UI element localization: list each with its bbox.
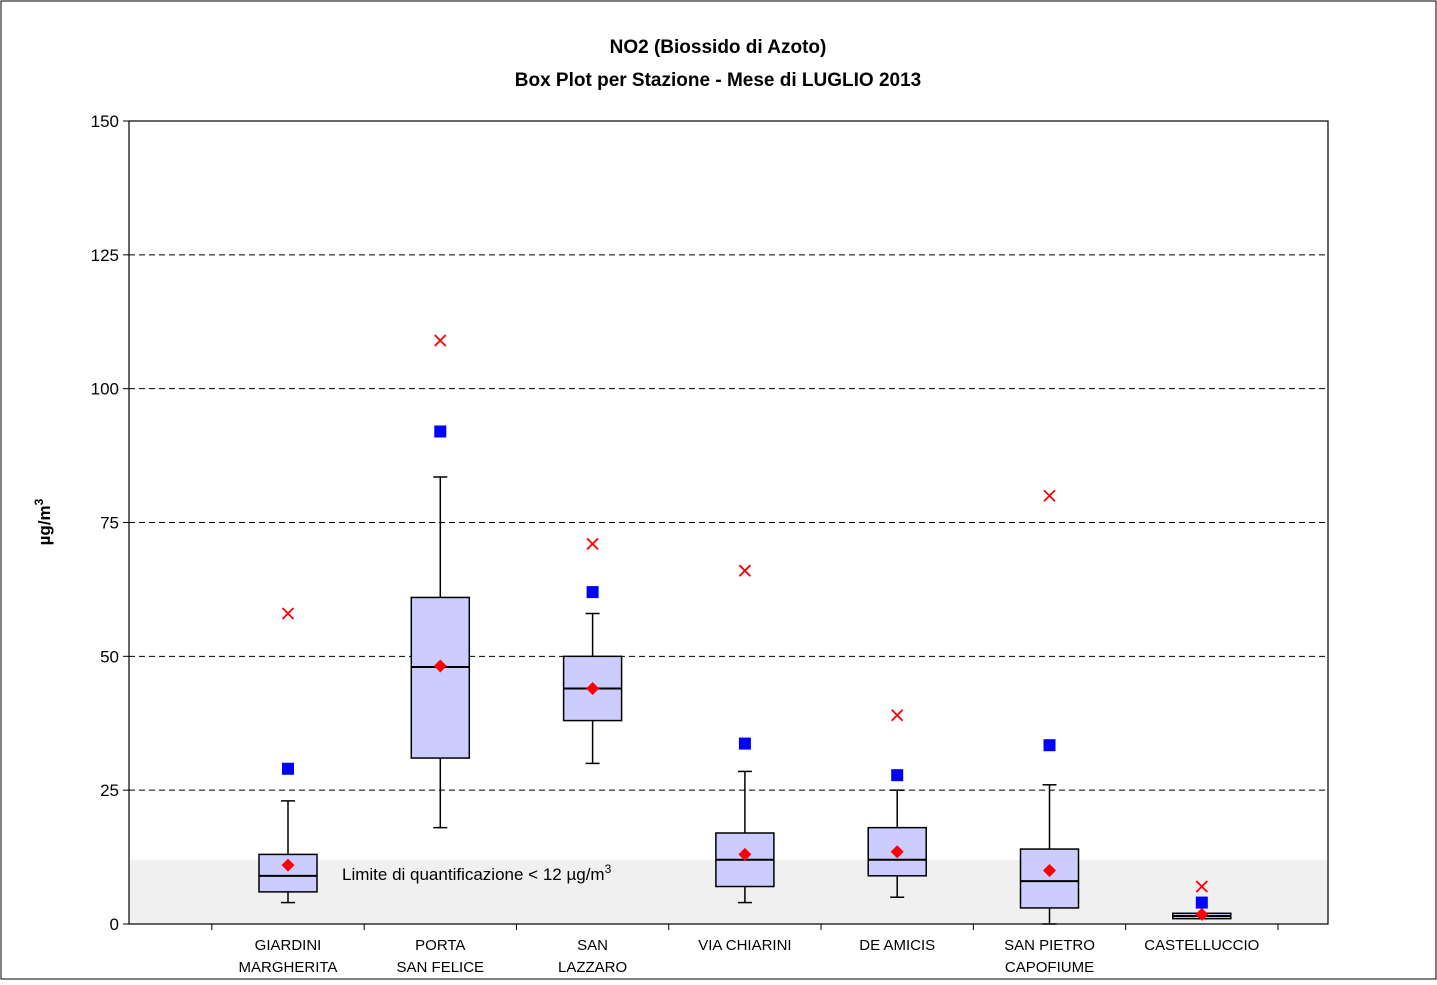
x-tick-label: SAN PIETRO <box>1004 937 1095 954</box>
station-box-5 <box>867 709 927 898</box>
station-box-4 <box>715 564 775 904</box>
iqr-box <box>410 596 471 759</box>
max-marker <box>281 607 295 620</box>
p98-marker <box>282 762 294 775</box>
y-tick-label: 125 <box>91 246 119 265</box>
x-tick-label: MARGHERITA <box>239 959 338 976</box>
y-tick-label: 0 <box>110 915 119 934</box>
max-marker <box>586 537 599 551</box>
station-box-3 <box>562 537 623 765</box>
mean-marker <box>586 681 600 695</box>
x-tick-label: SAN FELICE <box>397 959 485 976</box>
x-tick-label: SAN <box>577 937 608 954</box>
x-tick-label: GIARDINI <box>255 937 322 954</box>
x-tick-label: DE AMICIS <box>859 937 935 954</box>
p98-marker <box>1195 896 1208 909</box>
y-tick-label: 100 <box>91 380 119 399</box>
chart-title-line2: Box Plot per Stazione - Mese di LUGLIO 2… <box>515 70 921 91</box>
x-tick-label: PORTA <box>415 937 465 954</box>
mean-marker <box>738 847 752 861</box>
station-box-2 <box>410 334 471 829</box>
plot-area: Limite di quantificazione < 12 µg/m3 0 25 5… <box>91 112 1329 976</box>
p98-marker <box>434 425 447 438</box>
p98-marker <box>1043 739 1056 752</box>
max-marker <box>891 709 904 722</box>
p98-marker <box>586 586 599 599</box>
y-tick-label: 50 <box>100 647 119 666</box>
mean-marker <box>281 858 295 872</box>
p98-marker <box>891 769 904 782</box>
iqr-box <box>1019 848 1080 909</box>
mean-marker <box>1043 863 1056 877</box>
x-tick-label: CASTELLUCCIO <box>1144 937 1259 954</box>
station-box-6 <box>1019 489 1080 925</box>
max-marker <box>1043 489 1056 502</box>
y-tick-label: 25 <box>100 781 119 800</box>
mean-marker <box>890 845 904 859</box>
max-marker <box>434 334 447 347</box>
station-box-7 <box>1172 880 1232 921</box>
mean-marker <box>433 659 447 673</box>
y-tick-label: 150 <box>91 112 119 131</box>
max-marker <box>738 564 752 577</box>
max-marker <box>1195 880 1208 893</box>
x-tick-label: LAZZARO <box>558 959 627 976</box>
chart-title-line1: NO2 (Biossido di Azoto) <box>610 37 827 58</box>
p98-marker <box>738 737 751 750</box>
quantification-limit-label: Limite di quantificazione < 12 µg/m3 <box>342 862 612 884</box>
x-tick-label: CAPOFIUME <box>1005 959 1094 976</box>
x-tick-label: VIA CHIARINI <box>698 937 791 954</box>
station-box-1 <box>258 607 318 904</box>
y-axis-label: µg/m3 <box>32 498 54 545</box>
mean-marker <box>1195 907 1209 921</box>
y-tick-label: 75 <box>100 514 119 533</box>
